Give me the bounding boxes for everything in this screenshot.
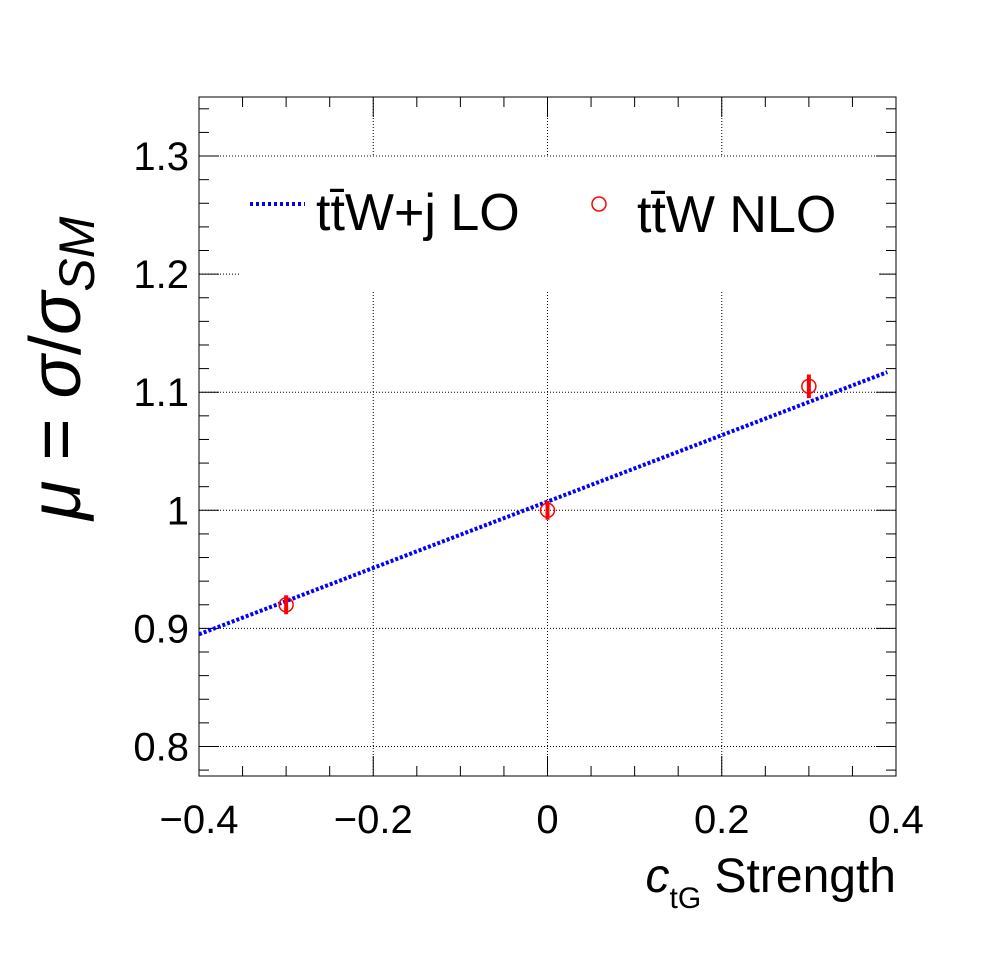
x-tick-label: −0.2 — [334, 798, 413, 842]
y-tick-label: 1.1 — [133, 371, 189, 415]
y-tick-labels: 0.8 0.9 1 1.1 1.2 1.3 — [133, 135, 189, 769]
y-tick-label: 0.8 — [133, 725, 189, 769]
x-tick-labels: −0.4 −0.2 0 0.2 0.4 — [160, 798, 924, 842]
x-axis-title: ctG Strength — [646, 850, 896, 915]
y-axis-title-sigma: σ — [16, 352, 96, 398]
y-axis-title-mu: μ — [16, 481, 96, 522]
legend-background — [239, 157, 879, 292]
legend-label-lo: tt̄W+j LO — [316, 184, 520, 242]
point-nlo — [539, 502, 556, 519]
legend-box — [239, 157, 879, 292]
point-nlo — [801, 378, 817, 395]
x-axis-title-rest: Strength — [701, 850, 896, 903]
x-tick-label: 0.4 — [868, 798, 924, 842]
y-axis-title-subscript: SM — [49, 216, 105, 291]
x-tick-label: 0 — [536, 798, 558, 842]
y-axis-title-slash: / — [16, 335, 96, 355]
x-axis-title-variable: c — [646, 850, 670, 903]
y-tick-label: 0.9 — [133, 607, 189, 651]
point-nlo — [278, 597, 294, 613]
legend-label-nlo: tt̄W NLO — [637, 186, 836, 244]
y-axis-title: μ = σ/σSM — [16, 216, 105, 522]
y-tick-label: 1.2 — [133, 253, 189, 297]
x-axis-title-subscript: tG — [670, 882, 702, 915]
y-tick-label: 1.3 — [133, 135, 189, 179]
x-tick-label: −0.4 — [160, 798, 239, 842]
series-line-lo — [198, 370, 888, 637]
legend: tt̄W+j LO tt̄W NLO — [250, 184, 836, 244]
axis-ticks — [198, 97, 897, 776]
plot-frame — [198, 96, 897, 777]
y-axis-title-sigma-sm: σ — [16, 289, 96, 335]
x-tick-label: 0.2 — [694, 798, 750, 842]
legend-swatch-nlo — [591, 196, 607, 212]
series — [198, 370, 888, 637]
y-tick-label: 1 — [167, 489, 189, 533]
y-axis-title-eq: = — [16, 398, 96, 480]
